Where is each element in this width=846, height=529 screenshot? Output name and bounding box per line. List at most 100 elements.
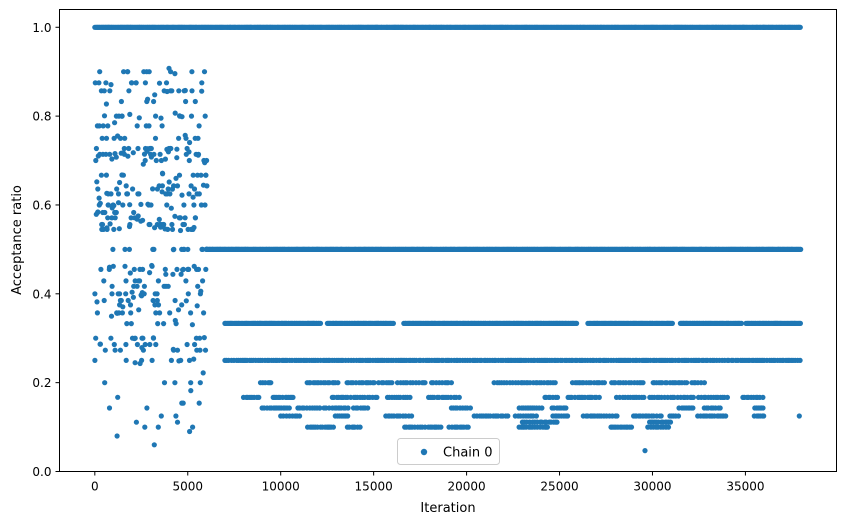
data-point (189, 88, 195, 94)
data-point (192, 215, 198, 221)
data-point (268, 380, 274, 386)
data-point (94, 299, 100, 305)
data-point (141, 291, 147, 297)
data-point (97, 200, 103, 206)
data-point (119, 113, 125, 119)
data-point (658, 413, 664, 419)
data-point (171, 347, 177, 353)
data-point (131, 209, 137, 216)
data-point (127, 221, 133, 228)
data-point (161, 380, 168, 386)
data-point (97, 69, 103, 75)
data-point (596, 394, 602, 400)
data-point (199, 88, 205, 94)
data-point (345, 405, 351, 411)
data-point (297, 413, 303, 419)
y-tick-label: 1.0 (32, 21, 51, 35)
data-point (456, 394, 462, 400)
data-point (601, 380, 608, 386)
data-point (162, 156, 168, 162)
data-point (110, 263, 116, 269)
data-point (99, 135, 105, 141)
data-point (99, 221, 106, 228)
data-point (194, 303, 200, 309)
data-point (690, 405, 696, 411)
data-point (151, 98, 157, 105)
data-point (107, 88, 113, 94)
data-point (162, 266, 168, 272)
data-point (684, 380, 690, 386)
x-tick-label: 30000 (633, 480, 671, 494)
data-point (675, 413, 682, 419)
data-point (191, 356, 197, 362)
data-point (152, 302, 158, 308)
data-point (181, 202, 187, 208)
data-point (108, 82, 114, 88)
data-point (100, 123, 106, 129)
data-point (138, 201, 144, 207)
data-point (128, 310, 134, 316)
data-point (191, 202, 197, 208)
data-point (574, 320, 580, 326)
data-point (120, 172, 126, 178)
data-point (155, 321, 161, 327)
data-point (139, 357, 145, 363)
data-point (724, 394, 731, 400)
data-point (184, 341, 190, 348)
data-point (554, 394, 561, 400)
data-point (96, 80, 102, 86)
data-point (628, 424, 635, 430)
data-point (189, 69, 195, 75)
data-point (185, 291, 191, 297)
data-point (157, 310, 163, 316)
data-point (554, 419, 560, 425)
data-point (171, 246, 177, 252)
data-point (168, 357, 174, 363)
data-point (117, 347, 123, 353)
data-point (96, 195, 102, 201)
data-point (204, 157, 210, 164)
data-point (200, 278, 206, 284)
data-point (101, 88, 107, 94)
legend-marker (420, 448, 428, 456)
data-point (196, 400, 202, 406)
y-tick-label: 0.6 (32, 198, 51, 212)
data-point (149, 357, 155, 363)
data-point (106, 405, 113, 411)
data-point (151, 151, 157, 157)
data-point (114, 433, 120, 439)
data-point (153, 157, 159, 164)
data-point (167, 191, 173, 197)
data-point (123, 291, 129, 297)
data-point (186, 149, 192, 155)
data-point (202, 113, 208, 119)
data-points (92, 24, 804, 454)
data-point (563, 405, 569, 411)
data-point (407, 394, 413, 400)
data-point (192, 98, 198, 105)
data-point (126, 88, 132, 94)
data-point (115, 200, 122, 206)
data-point (169, 221, 175, 228)
x-axis-label: Iteration (420, 501, 475, 516)
data-point (158, 115, 164, 121)
y-tick-label: 0.8 (32, 110, 51, 124)
data-point (147, 341, 153, 348)
data-point (155, 424, 161, 430)
data-point (195, 135, 201, 141)
data-point (94, 310, 100, 316)
data-point (176, 172, 183, 178)
data-point (409, 413, 415, 419)
data-point (188, 113, 195, 119)
data-point (125, 69, 131, 75)
data-point (197, 347, 203, 353)
data-point (159, 123, 165, 129)
data-point (102, 380, 108, 386)
data-point (103, 101, 109, 107)
data-point (150, 297, 156, 304)
data-point (125, 297, 131, 304)
data-point (102, 347, 108, 353)
x-tick-label: 35000 (726, 480, 764, 494)
data-point (317, 320, 324, 326)
data-point (142, 341, 148, 348)
